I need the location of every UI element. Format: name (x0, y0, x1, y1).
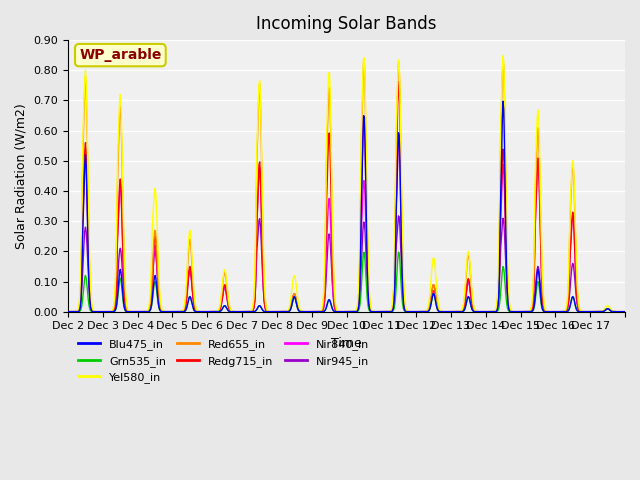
Text: WP_arable: WP_arable (79, 48, 161, 62)
X-axis label: Time: Time (331, 337, 362, 350)
Title: Incoming Solar Bands: Incoming Solar Bands (256, 15, 436, 33)
Y-axis label: Solar Radiation (W/m2): Solar Radiation (W/m2) (15, 103, 28, 249)
Legend: Blu475_in, Grn535_in, Yel580_in, Red655_in, Redg715_in, Nir840_in, Nir945_in: Blu475_in, Grn535_in, Yel580_in, Red655_… (74, 335, 374, 387)
